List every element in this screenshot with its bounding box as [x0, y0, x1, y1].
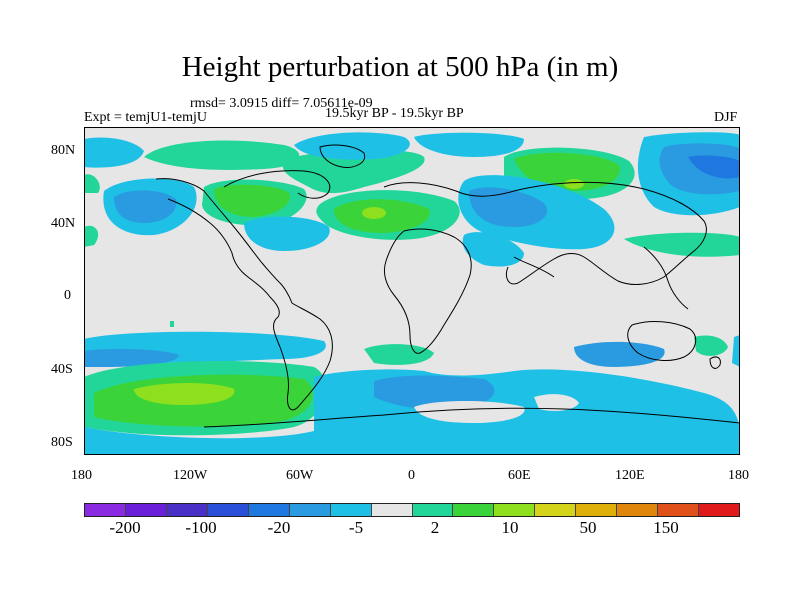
map-title: Height perturbation at 500 hPa (in m) — [181, 51, 619, 83]
negative-anomaly-regions — [84, 132, 740, 367]
colorbar-swatch — [412, 504, 454, 516]
colorbar-swatch — [658, 504, 700, 516]
season-label: DJF — [714, 110, 738, 125]
stats-line: rmsd= 3.0915 diff= 7.05611e-09 — [190, 96, 373, 111]
colorbar-swatch — [330, 504, 372, 516]
colorbar-swatch — [125, 504, 167, 516]
colorbar-label: 2 — [430, 518, 440, 537]
lon-label-60e: 60E — [508, 468, 531, 483]
lat-label-80s: 80S — [51, 435, 73, 450]
map-frame — [84, 127, 740, 455]
lon-label-180e: 180 — [728, 468, 749, 483]
colorbar-swatch — [207, 504, 249, 516]
period-label: 19.5kyr BP - 19.5kyr BP — [325, 106, 464, 121]
coastlines — [155, 144, 740, 428]
colorbar-swatch — [617, 504, 659, 516]
colorbar-swatch — [248, 504, 290, 516]
colorbar-label: -5 — [348, 518, 364, 537]
lon-label-120w: 120W — [173, 468, 208, 483]
colorbar-label: -20 — [267, 518, 291, 537]
colorbar-label: -100 — [185, 518, 217, 537]
colorbar-swatch — [576, 504, 618, 516]
colorbar-swatch — [289, 504, 331, 516]
lat-label-80n: 80N — [51, 143, 76, 158]
lat-label-0: 0 — [64, 288, 71, 303]
colorbar-swatch — [494, 504, 536, 516]
lon-label-120e: 120E — [615, 468, 645, 483]
colorbar — [84, 503, 740, 517]
contour-map — [84, 127, 740, 455]
experiment-label: Expt = temjU1-temjU — [84, 110, 207, 125]
colorbar-swatch — [85, 504, 126, 516]
lon-label-60w: 60W — [286, 468, 314, 483]
colorbar-swatch — [535, 504, 577, 516]
colorbar-swatch — [699, 504, 739, 516]
colorbar-label: 10 — [501, 518, 519, 537]
lon-label-180w: 180 — [71, 468, 92, 483]
southern-hemisphere-regions — [84, 331, 740, 455]
lat-label-40s: 40S — [51, 362, 73, 377]
colorbar-swatch — [371, 504, 413, 516]
lat-label-40n: 40N — [51, 216, 76, 231]
colorbar-swatch — [166, 504, 208, 516]
colorbar-label: 50 — [579, 518, 597, 537]
colorbar-label: 150 — [653, 518, 679, 537]
lon-label-0: 0 — [408, 468, 415, 483]
positive-anomaly-regions — [84, 140, 740, 327]
colorbar-swatch — [453, 504, 495, 516]
colorbar-label: -200 — [109, 518, 141, 537]
